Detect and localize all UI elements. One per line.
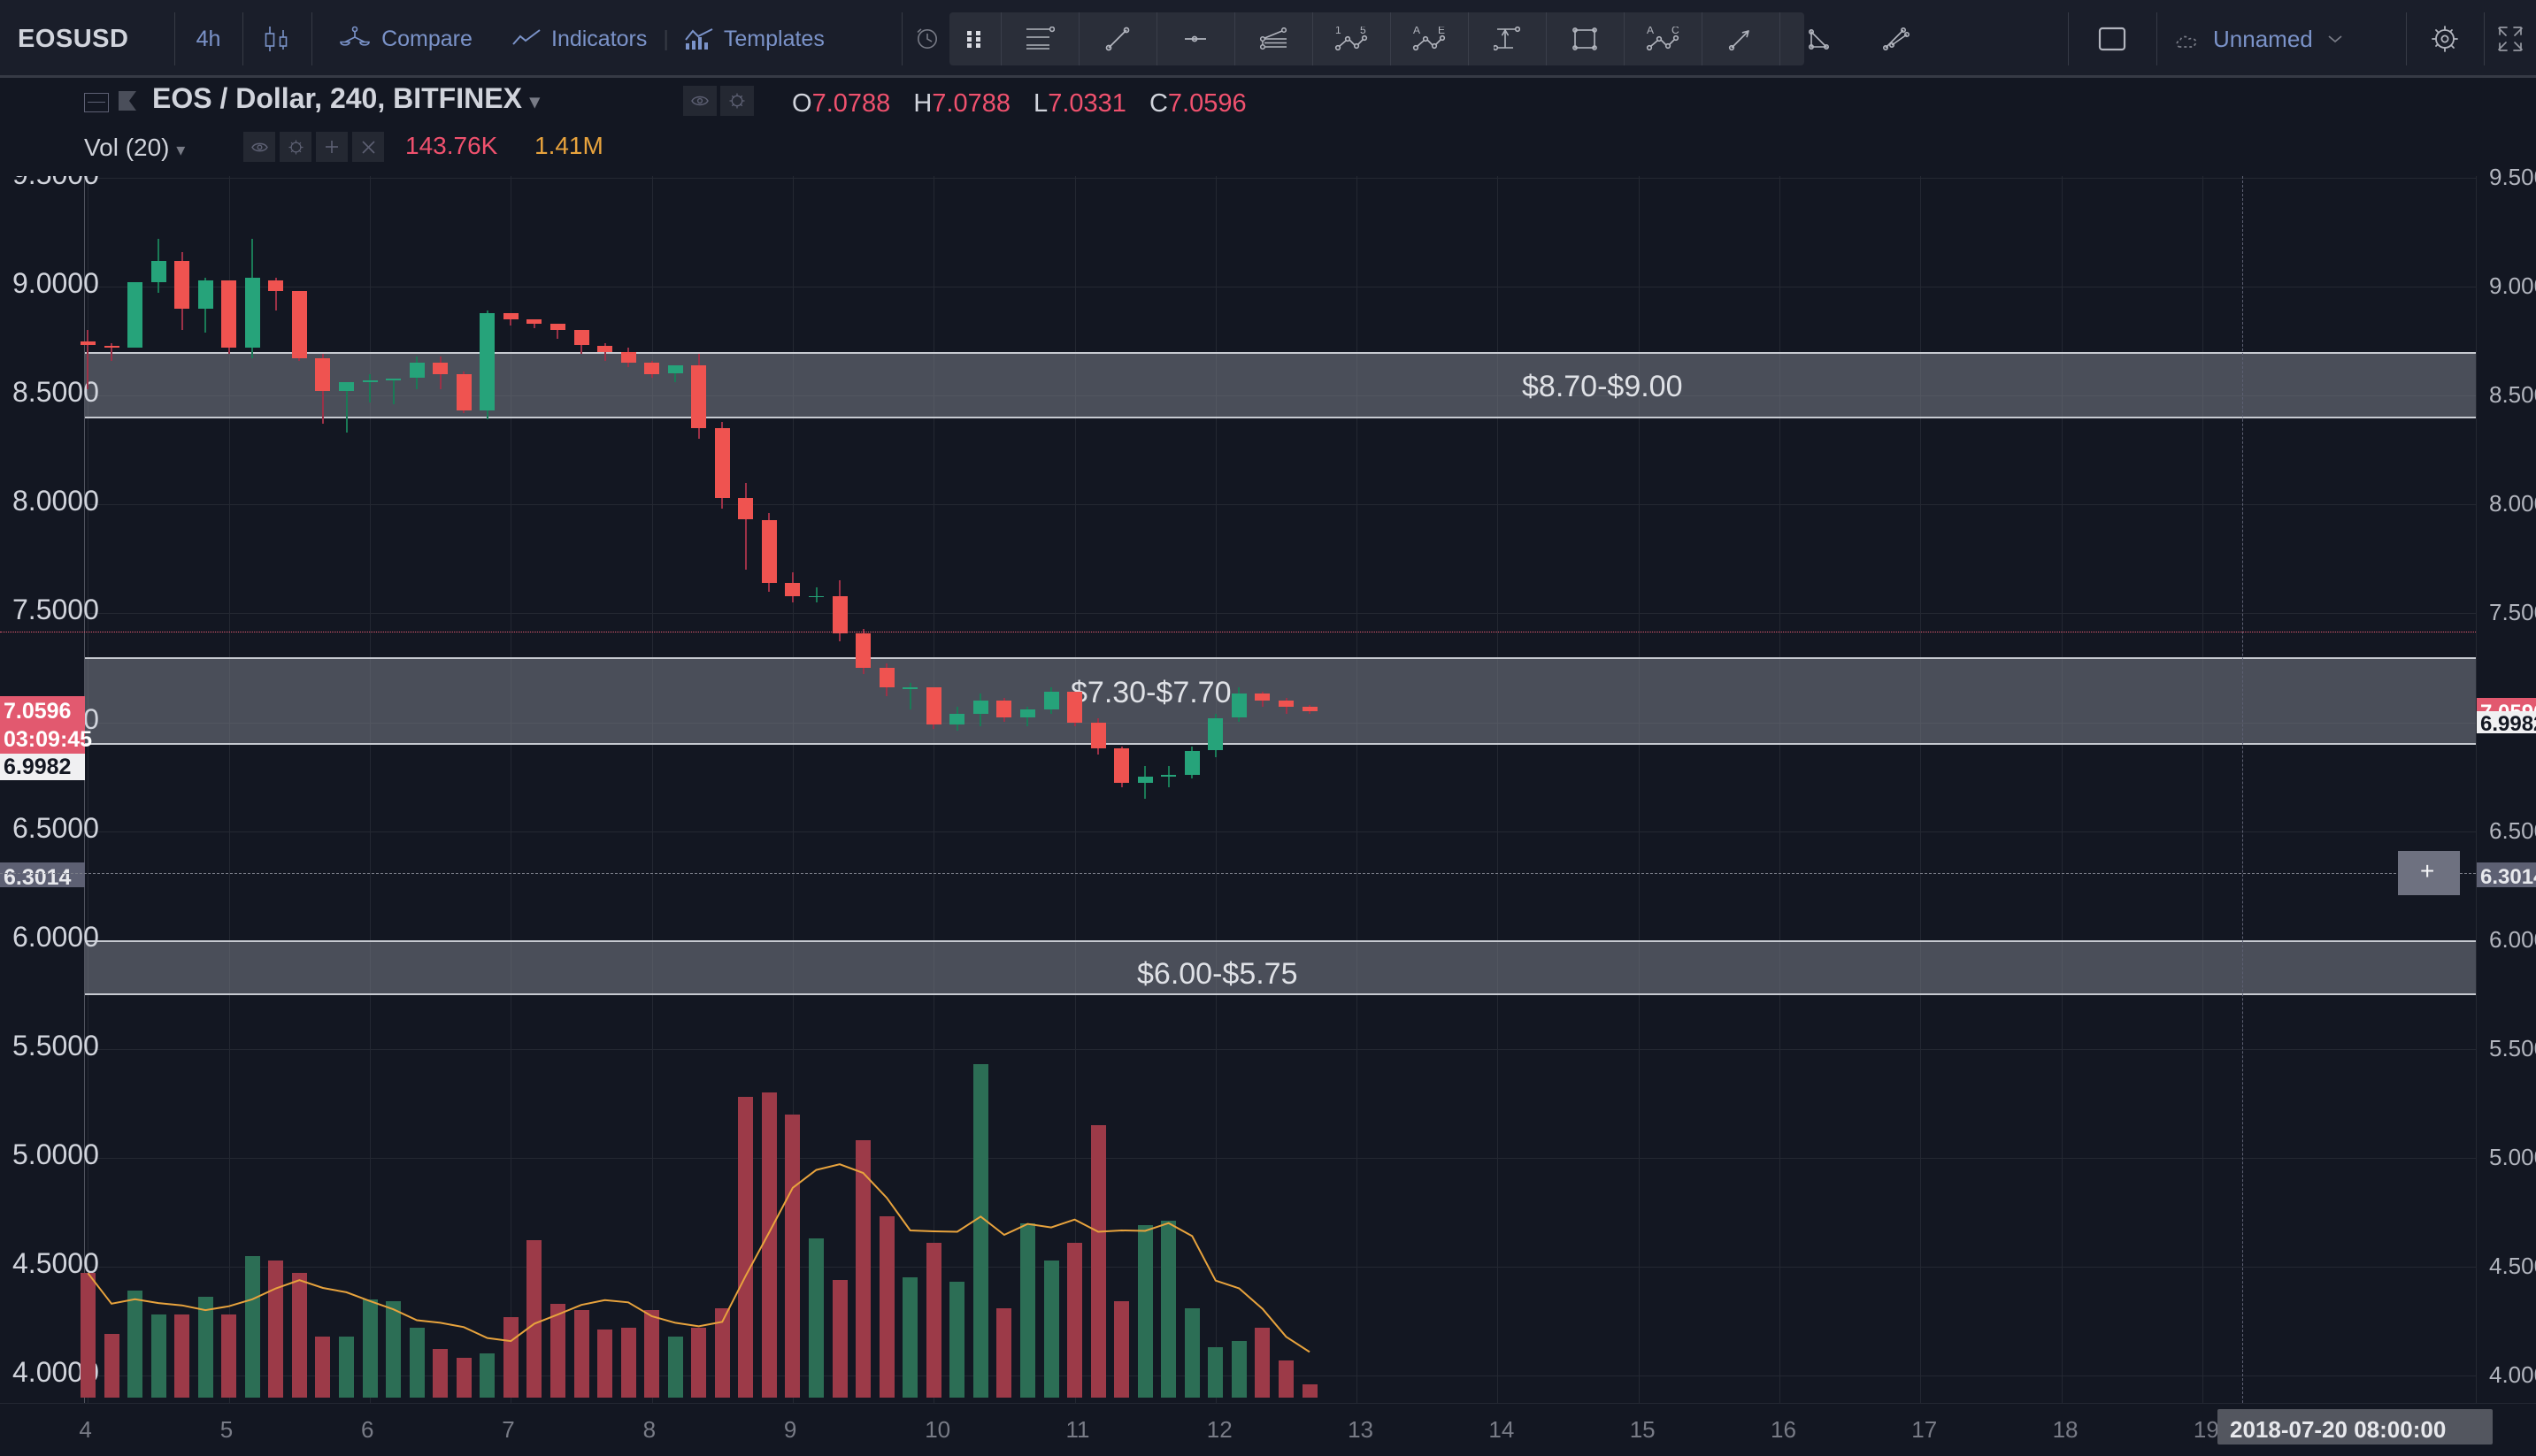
svg-text:A: A [1647,27,1654,36]
svg-text:A: A [1413,27,1420,36]
svg-text:E: E [1438,27,1445,36]
svg-text:5: 5 [1360,27,1366,36]
svg-text:1: 1 [1335,27,1341,36]
svg-text:C: C [1671,27,1679,36]
